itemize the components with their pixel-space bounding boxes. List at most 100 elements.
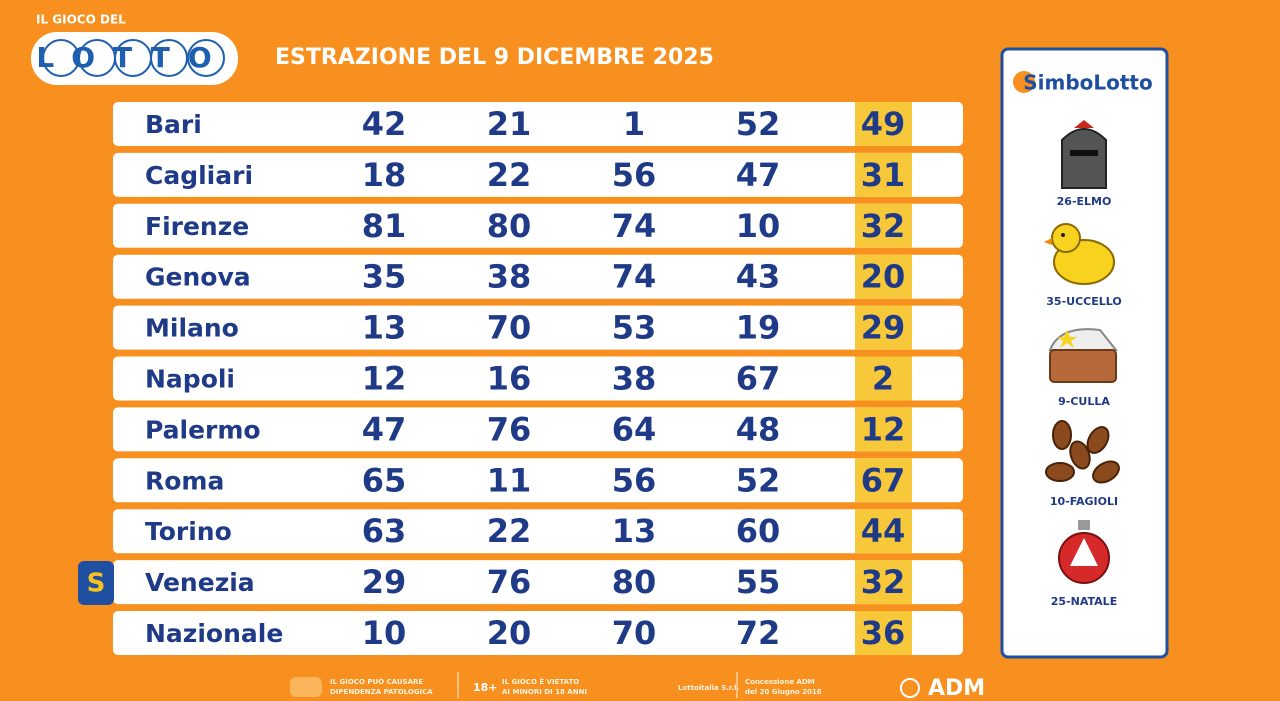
extra-highlight bbox=[855, 560, 912, 605]
drawn-number: 42 bbox=[362, 105, 407, 143]
table-row: Cagliari 18 22 56 47 31 bbox=[113, 152, 963, 197]
row-background bbox=[113, 305, 963, 350]
badge-letter: S bbox=[87, 569, 106, 599]
row-background bbox=[113, 458, 963, 503]
icon-helmet bbox=[1061, 120, 1107, 189]
extra-highlight bbox=[855, 356, 912, 401]
logo-oval bbox=[31, 32, 238, 85]
drawn-number: 74 bbox=[612, 207, 657, 245]
drawn-number: 60 bbox=[736, 512, 781, 550]
drawn-number: 47 bbox=[362, 410, 407, 448]
footer-logo bbox=[290, 677, 322, 697]
row-background bbox=[113, 254, 963, 299]
drawn-number: 19 bbox=[736, 309, 781, 347]
drawn-number: 52 bbox=[736, 105, 781, 143]
drawn-number: 76 bbox=[487, 410, 532, 448]
logo-rings bbox=[42, 39, 225, 77]
city-name: Torino bbox=[145, 517, 232, 546]
drawn-number: 2 bbox=[872, 360, 894, 398]
drawn-number: 70 bbox=[487, 309, 532, 347]
drawn-number: 22 bbox=[487, 156, 532, 194]
table-row: Bari 42 21 1 52 49 bbox=[113, 102, 963, 146]
footer-text: Lottoitalia S.r.l. bbox=[678, 684, 739, 692]
drawn-number: 64 bbox=[612, 410, 657, 448]
city-name: Palermo bbox=[145, 415, 261, 444]
footer-adm: ADM bbox=[928, 676, 985, 701]
drawn-number: 22 bbox=[487, 512, 532, 550]
extra-highlight bbox=[855, 407, 912, 452]
drawn-number: 13 bbox=[612, 512, 657, 550]
city-name: Cagliari bbox=[145, 161, 253, 190]
extra-highlight bbox=[855, 102, 912, 146]
city-name: Firenze bbox=[145, 212, 249, 241]
drawn-number: 55 bbox=[736, 563, 781, 601]
extra-highlight bbox=[855, 203, 912, 248]
drawn-number: 80 bbox=[487, 207, 532, 245]
drawn-number: 13 bbox=[362, 309, 407, 347]
extra-highlight bbox=[855, 458, 912, 503]
drawn-number: 32 bbox=[861, 207, 906, 245]
extra-highlight bbox=[855, 509, 912, 554]
table-row: Torino 63 22 13 60 44 bbox=[113, 509, 963, 554]
symbol-labels: 26-ELMO 35-UCCELLO 9-CULLA 10-FAGIOLI 25-NAT… bbox=[1046, 195, 1121, 608]
drawn-number: 72 bbox=[736, 614, 781, 652]
drawn-number: 44 bbox=[861, 512, 906, 550]
drawn-number: 38 bbox=[612, 360, 657, 398]
drawn-number: 49 bbox=[861, 105, 906, 143]
row-background bbox=[113, 611, 963, 655]
city-name: Venezia bbox=[145, 568, 255, 597]
drawn-number: 52 bbox=[736, 461, 781, 499]
drawn-number: 38 bbox=[487, 258, 532, 296]
drawn-number: 76 bbox=[487, 563, 532, 601]
table-row: Venezia 29 76 80 55 32 bbox=[113, 560, 963, 605]
table-row: Milano 13 70 53 19 29 bbox=[113, 305, 963, 350]
footer-text: IL GIOCO PUÒ CAUSARE bbox=[330, 677, 423, 686]
drawn-number: 20 bbox=[487, 614, 532, 652]
table-row: Roma 65 11 56 52 67 bbox=[113, 458, 963, 503]
symbol-label: 10-FAGIOLI bbox=[1050, 495, 1118, 508]
drawn-number: 35 bbox=[362, 258, 407, 296]
drawn-number: 65 bbox=[362, 461, 407, 499]
drawn-number: 29 bbox=[362, 563, 407, 601]
city-name: Roma bbox=[145, 466, 224, 495]
drawn-number: 10 bbox=[736, 207, 781, 245]
drawn-number: 48 bbox=[736, 410, 781, 448]
row-background bbox=[113, 560, 963, 605]
city-name: Napoli bbox=[145, 365, 235, 394]
drawn-number: 47 bbox=[736, 156, 781, 194]
drawn-number: 20 bbox=[861, 258, 906, 296]
extra-highlight bbox=[855, 152, 912, 197]
drawn-number: 21 bbox=[487, 105, 532, 143]
table-row: Napoli 12 16 38 67 2 bbox=[113, 356, 963, 401]
row-background bbox=[113, 356, 963, 401]
drawn-number: 53 bbox=[612, 309, 657, 347]
city-name: Bari bbox=[145, 110, 202, 139]
drawn-number: 74 bbox=[612, 258, 657, 296]
drawn-number: 81 bbox=[362, 207, 407, 245]
table-row: Firenze 81 80 74 10 32 bbox=[113, 203, 963, 248]
drawn-number: 10 bbox=[362, 614, 407, 652]
city-name: Genova bbox=[145, 263, 251, 292]
drawn-number: 63 bbox=[362, 512, 407, 550]
drawn-number: 16 bbox=[487, 360, 532, 398]
simbolotto-title: SimboLotto bbox=[1023, 71, 1153, 95]
drawn-number: 56 bbox=[612, 156, 657, 194]
title: ESTRAZIONE DEL 9 DICEMBRE 2025 bbox=[275, 45, 714, 70]
drawn-number: 56 bbox=[612, 461, 657, 499]
table-row: Nazionale 10 20 70 72 36 bbox=[113, 611, 963, 655]
extra-highlight bbox=[855, 305, 912, 350]
footer-text: Concessione ADM bbox=[745, 678, 815, 686]
footer-emblem bbox=[900, 678, 920, 698]
footer-text: del 20 Giugno 2016 bbox=[745, 688, 822, 696]
drawn-number: 12 bbox=[362, 360, 407, 398]
drawn-number: 11 bbox=[487, 461, 532, 499]
footer-age: 18+ bbox=[473, 681, 498, 694]
footer: IL GIOCO PUÒ CAUSARE DIPENDENZA PATOLOGI… bbox=[290, 672, 985, 701]
row-background bbox=[113, 102, 963, 146]
drawn-number: 70 bbox=[612, 614, 657, 652]
footer-text: DIPENDENZA PATOLOGICA bbox=[330, 688, 433, 696]
extra-highlight bbox=[855, 611, 912, 655]
drawn-number: 31 bbox=[861, 156, 906, 194]
row-background bbox=[113, 509, 963, 554]
